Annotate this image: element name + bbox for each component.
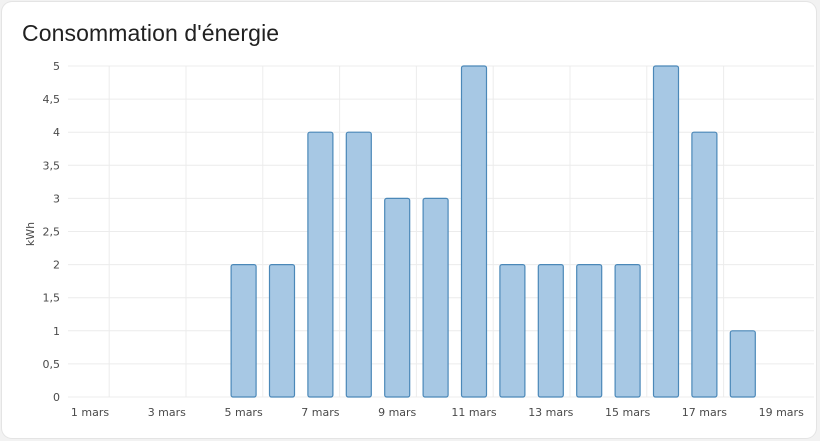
y-tick-label: 1	[53, 325, 60, 338]
bar-layer	[230, 65, 756, 398]
bar-10-mars[interactable]	[422, 197, 449, 398]
x-tick-label: 9 mars	[378, 406, 416, 419]
bar-14-mars[interactable]	[576, 264, 603, 398]
card-title: Consommation d'énergie	[22, 20, 280, 46]
x-tick-layer: 1 mars 3 mars 5 mars 7 mars 9 mars 11 mars 13 …	[71, 406, 804, 419]
x-tick-label: 1 mars	[71, 406, 109, 419]
bar-9-mars[interactable]	[384, 197, 411, 398]
y-tick-label: 0,5	[43, 358, 61, 371]
x-tick-label: 17 mars	[682, 406, 727, 419]
y-tick-label: 1,5	[43, 292, 61, 305]
bar-13-mars[interactable]	[537, 264, 564, 398]
x-tick-label: 15 mars	[605, 406, 650, 419]
y-tick-label: 2,5	[43, 226, 61, 239]
y-tick-label: 2	[53, 259, 60, 272]
bar-8-mars[interactable]	[345, 131, 372, 398]
x-tick-label: 11 mars	[451, 406, 496, 419]
y-tick-label: 4,5	[43, 93, 61, 106]
y-tick-label: 4	[53, 126, 60, 139]
x-tick-label: 13 mars	[528, 406, 573, 419]
x-tick-label: 19 mars	[759, 406, 804, 419]
x-tick-label: 3 mars	[148, 406, 186, 419]
y-tick-layer: 0 0,5 1 1,5 2 2,5 3 3,5 4 4,5 5	[43, 60, 61, 404]
y-tick-label: 3,5	[43, 159, 61, 172]
y-tick-label: 5	[53, 60, 60, 73]
bar-18-mars[interactable]	[729, 330, 756, 398]
bar-15-mars[interactable]	[614, 264, 641, 398]
grid-layer	[68, 65, 814, 398]
bar-12-mars[interactable]	[499, 264, 526, 398]
y-tick-label: 3	[53, 192, 60, 205]
bar-11-mars[interactable]	[460, 65, 488, 398]
y-tick-label: 0	[53, 391, 60, 404]
bar-16-mars[interactable]	[652, 65, 680, 398]
bar-7-mars[interactable]	[307, 131, 334, 398]
x-tick-label: 5 mars	[224, 406, 262, 419]
bar-17-mars[interactable]	[691, 131, 718, 398]
y-axis-label: kWh	[24, 222, 37, 246]
x-tick-label: 7 mars	[301, 406, 339, 419]
bar-6-mars[interactable]	[268, 264, 296, 398]
bar-5-mars[interactable]	[230, 264, 257, 398]
